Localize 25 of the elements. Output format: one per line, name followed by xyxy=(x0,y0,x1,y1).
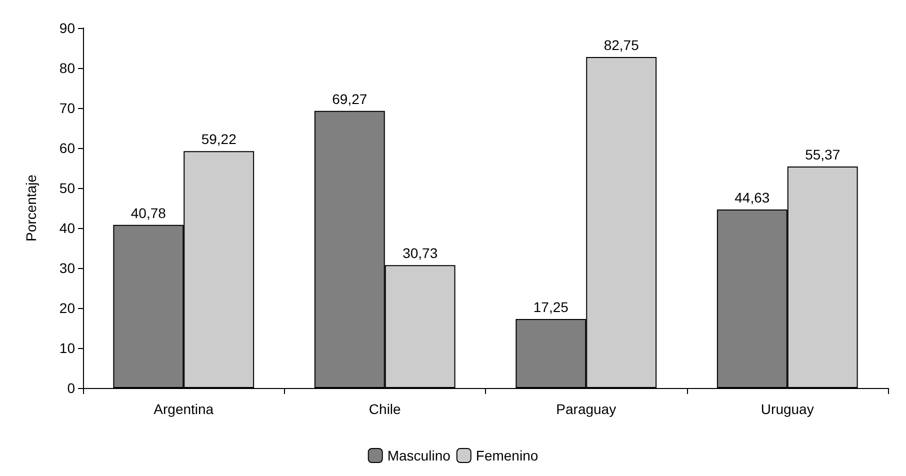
y-tick-label: 0 xyxy=(67,380,76,396)
data-label: 55,37 xyxy=(805,146,840,163)
y-tick-label: 20 xyxy=(59,300,76,316)
x-tick-label: Argentina xyxy=(154,401,214,417)
y-tick-label: 80 xyxy=(59,60,76,76)
data-label: 69,27 xyxy=(332,90,368,107)
y-tick-label: 10 xyxy=(59,340,76,356)
y-tick-label: 40 xyxy=(59,220,76,236)
y-axis-title: Porcentaje xyxy=(23,174,39,242)
y-tick-label: 30 xyxy=(59,260,76,276)
x-tick-label: Paraguay xyxy=(556,401,616,417)
y-tick-label: 90 xyxy=(59,20,76,36)
data-label: 17,25 xyxy=(533,299,569,315)
data-label: 30,73 xyxy=(402,245,438,262)
data-label: 82,75 xyxy=(604,37,640,53)
y-tick-label: 60 xyxy=(59,140,76,156)
legend-label: Femenino xyxy=(476,448,538,464)
y-tick-label: 50 xyxy=(59,180,76,196)
y-tick-label: 70 xyxy=(59,100,76,116)
data-label: 40,78 xyxy=(130,204,166,221)
data-label: 44,63 xyxy=(734,189,770,206)
x-tick-label: Uruguay xyxy=(760,401,814,417)
x-tick-label: Chile xyxy=(368,401,402,417)
data-label: 59,22 xyxy=(201,131,237,148)
legend-label: Masculino xyxy=(387,448,451,464)
